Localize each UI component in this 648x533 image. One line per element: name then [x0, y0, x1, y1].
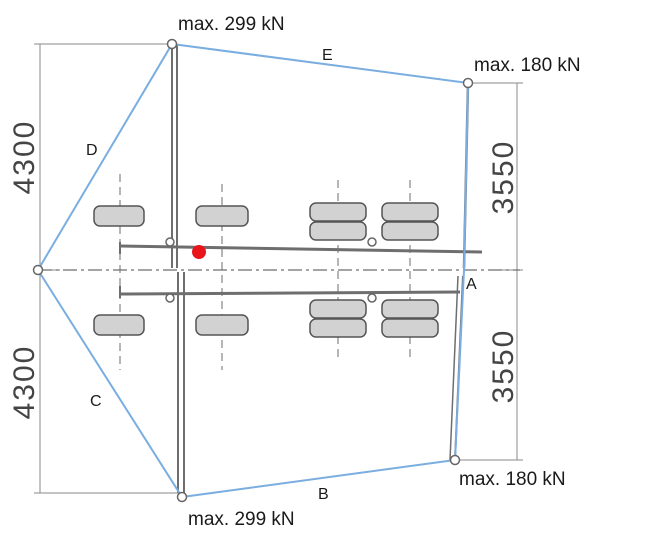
point-label-a: A: [466, 276, 477, 293]
center-point: [192, 245, 206, 259]
vehicle-chassis: [38, 174, 520, 370]
dimension-lines: [34, 43, 523, 494]
wheel: [195, 205, 249, 227]
wheel: [381, 202, 439, 222]
dimension-right-top: 3550: [487, 140, 520, 215]
wheel: [195, 314, 249, 336]
wheels: [93, 202, 439, 338]
wheel: [309, 202, 367, 222]
outrigger-beams: [171, 44, 470, 493]
point-label-c: C: [90, 393, 102, 410]
wheel: [309, 221, 367, 241]
point-label-d: D: [86, 142, 98, 159]
wheel: [93, 314, 145, 336]
wheel: [381, 299, 439, 319]
dimension-left-top: 4300: [8, 120, 41, 195]
wheel: [381, 221, 439, 241]
dimension-right-bottom: 3550: [487, 329, 520, 404]
dimension-left-bottom: 4300: [8, 345, 41, 420]
wheel: [309, 318, 367, 338]
load-label-top-right: max. 180 kN: [474, 55, 581, 76]
load-label-bottom-left: max. 299 kN: [188, 509, 295, 530]
wheel: [309, 299, 367, 319]
wheel: [93, 205, 145, 227]
support-outline: [36, 42, 470, 499]
load-label-top-left: max. 299 kN: [178, 14, 285, 35]
joints: [32, 38, 474, 503]
point-label-e: E: [322, 47, 333, 64]
load-label-bottom-right: max. 180 kN: [459, 469, 566, 490]
point-label-b: B: [318, 486, 329, 503]
wheel: [381, 318, 439, 338]
